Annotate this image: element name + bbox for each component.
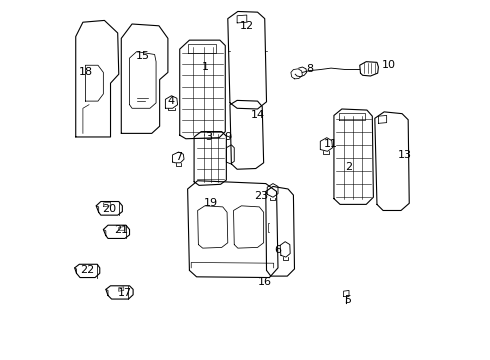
Text: 1: 1 bbox=[202, 62, 209, 72]
Text: 23: 23 bbox=[254, 191, 268, 201]
Text: 16: 16 bbox=[258, 277, 272, 287]
Text: 18: 18 bbox=[78, 67, 93, 77]
Text: 12: 12 bbox=[240, 21, 254, 31]
Text: 20: 20 bbox=[101, 204, 116, 214]
Text: 21: 21 bbox=[114, 225, 128, 235]
Text: 4: 4 bbox=[168, 96, 175, 106]
Text: 3: 3 bbox=[206, 132, 213, 142]
Text: 8: 8 bbox=[306, 64, 313, 74]
Text: 17: 17 bbox=[118, 288, 132, 298]
Text: 13: 13 bbox=[397, 150, 412, 160]
Text: 5: 5 bbox=[343, 295, 351, 305]
Text: 9: 9 bbox=[224, 132, 232, 142]
Text: 11: 11 bbox=[324, 139, 338, 149]
Text: 22: 22 bbox=[80, 265, 95, 275]
Text: 6: 6 bbox=[274, 245, 281, 255]
Text: 10: 10 bbox=[381, 60, 395, 70]
Text: 7: 7 bbox=[175, 152, 182, 162]
Text: 15: 15 bbox=[136, 51, 150, 61]
Text: 2: 2 bbox=[345, 162, 353, 172]
Text: 14: 14 bbox=[250, 111, 265, 121]
Text: 19: 19 bbox=[204, 198, 218, 208]
